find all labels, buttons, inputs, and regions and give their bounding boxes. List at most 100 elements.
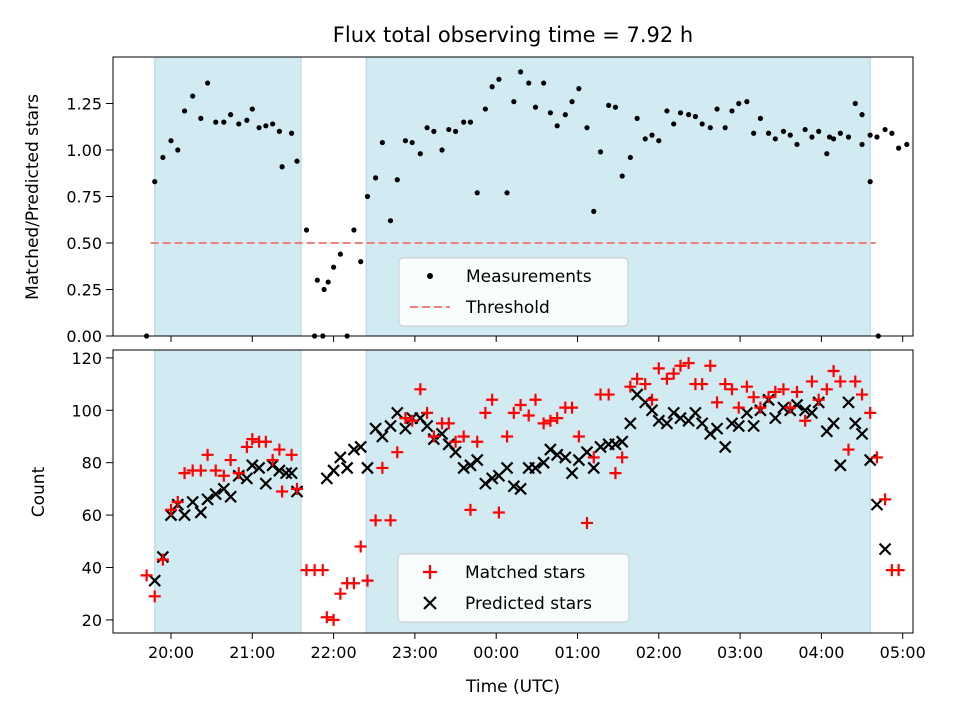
measurement-point bbox=[794, 141, 800, 148]
top-y-tick-label: 0.25 bbox=[66, 281, 102, 300]
matched-star-point bbox=[631, 372, 644, 385]
matched-star-point bbox=[194, 464, 207, 477]
measurement-point bbox=[859, 112, 865, 118]
measurement-point bbox=[263, 123, 269, 129]
measurement-point bbox=[772, 136, 778, 142]
top-y-axis: 0.00 0.25 0.50 0.75 1.00 1.25 bbox=[66, 95, 113, 346]
predicted-star-point bbox=[420, 419, 434, 433]
predicted-legend-marker bbox=[423, 596, 437, 610]
predicted-star-point bbox=[186, 495, 199, 509]
measurement-point bbox=[256, 125, 262, 131]
measurement-point bbox=[331, 264, 337, 270]
predicted-star-point bbox=[485, 472, 499, 485]
matched-star-point bbox=[646, 393, 659, 406]
matched-star-point bbox=[849, 375, 862, 388]
matched-star-point bbox=[316, 564, 329, 577]
measurement-point bbox=[584, 125, 590, 131]
measurement-point bbox=[664, 108, 670, 114]
measurement-point bbox=[612, 104, 619, 110]
matched-star-point bbox=[442, 417, 455, 430]
measurement-point bbox=[358, 259, 364, 265]
predicted-star-point bbox=[565, 466, 579, 480]
measurement-point bbox=[351, 227, 357, 233]
measurement-point bbox=[249, 106, 255, 112]
matched-star-point bbox=[572, 430, 585, 443]
measurement-point bbox=[424, 125, 430, 131]
predicted-star-point bbox=[609, 438, 622, 451]
predicted-star-point bbox=[747, 419, 760, 433]
measurement-point bbox=[591, 208, 597, 214]
matched-star-point bbox=[232, 467, 245, 480]
measurement-point bbox=[496, 76, 502, 82]
matched-star-point bbox=[799, 414, 812, 427]
matched-star-point bbox=[148, 590, 161, 603]
measurement-point bbox=[461, 119, 467, 125]
x-axis-label: Time (UTC) bbox=[465, 677, 560, 697]
measurement-point bbox=[729, 108, 735, 114]
bottom-y-axis-label: Count bbox=[29, 466, 49, 517]
measurement-point bbox=[744, 99, 750, 105]
matched-star-point bbox=[514, 399, 527, 412]
matched-star-point bbox=[639, 378, 652, 391]
measurement-point bbox=[765, 130, 772, 136]
matched-star-point bbox=[384, 514, 397, 527]
matched-star-point bbox=[369, 514, 382, 527]
measurement-point bbox=[606, 102, 612, 108]
matched-star-point bbox=[273, 443, 286, 456]
matched-star-point bbox=[682, 357, 695, 370]
predicted-star-point bbox=[224, 490, 237, 504]
predicted-star-point bbox=[201, 493, 214, 506]
predicted-star-point bbox=[645, 403, 659, 417]
top-shaded-interval bbox=[154, 56, 302, 337]
predicted-star-point bbox=[449, 445, 462, 459]
measurement-point bbox=[198, 115, 204, 121]
predicted-star-point bbox=[769, 411, 782, 425]
x-tick-label: 02:00 bbox=[636, 643, 682, 662]
matched-star-point bbox=[507, 406, 520, 419]
matched-star-point bbox=[777, 383, 790, 396]
measurement-point bbox=[867, 132, 873, 138]
measurement-point bbox=[642, 136, 648, 142]
predicted-star-point bbox=[500, 461, 514, 475]
bottom-y-axis: 20 40 60 80 100 120 bbox=[71, 349, 113, 630]
matched-star-point bbox=[156, 553, 169, 566]
predicted-star-point bbox=[842, 396, 855, 409]
matched-star-point bbox=[217, 469, 230, 482]
x-tick-label: 21:00 bbox=[229, 643, 275, 662]
matched-star-point bbox=[201, 448, 214, 461]
measurement-point bbox=[270, 121, 276, 127]
matched-star-point bbox=[361, 574, 374, 587]
matched-star-point bbox=[266, 454, 279, 467]
x-tick-label: 00:00 bbox=[473, 643, 519, 662]
measurement-point bbox=[394, 177, 400, 183]
x-tick-label: 23:00 bbox=[392, 643, 438, 662]
predicted-star-point bbox=[855, 427, 869, 441]
matched-star-point bbox=[719, 378, 732, 391]
measurement-point bbox=[532, 104, 539, 110]
x-tick-label: 04:00 bbox=[798, 643, 844, 662]
measurement-point bbox=[504, 190, 510, 196]
matched-star-point bbox=[834, 375, 847, 388]
top-legend-box bbox=[398, 257, 629, 327]
measurement-point bbox=[569, 99, 575, 105]
predicted-star-point bbox=[347, 443, 361, 456]
measurement-point bbox=[190, 93, 196, 99]
matched-star-point bbox=[522, 409, 535, 422]
matched-star-point bbox=[784, 401, 797, 414]
predicted-star-point bbox=[777, 401, 790, 414]
predicted-star-point bbox=[148, 574, 162, 587]
matched-star-point bbox=[399, 412, 412, 425]
matched-star-point bbox=[171, 495, 184, 508]
ratio-panel: 0.00 0.25 0.50 0.75 1.00 1.25 Matched/Predict… bbox=[23, 56, 914, 346]
matched-star-point bbox=[376, 461, 389, 474]
matched-star-point bbox=[544, 414, 557, 427]
predicted-star-point bbox=[710, 422, 724, 435]
matched-star-point bbox=[285, 448, 298, 461]
matched-star-point bbox=[732, 401, 745, 414]
measurements-legend-marker bbox=[427, 273, 433, 279]
predicted-star-point bbox=[834, 459, 847, 472]
matched-star-point bbox=[762, 391, 775, 404]
measurement-point bbox=[757, 115, 764, 121]
x-tick-label: 03:00 bbox=[717, 643, 763, 662]
